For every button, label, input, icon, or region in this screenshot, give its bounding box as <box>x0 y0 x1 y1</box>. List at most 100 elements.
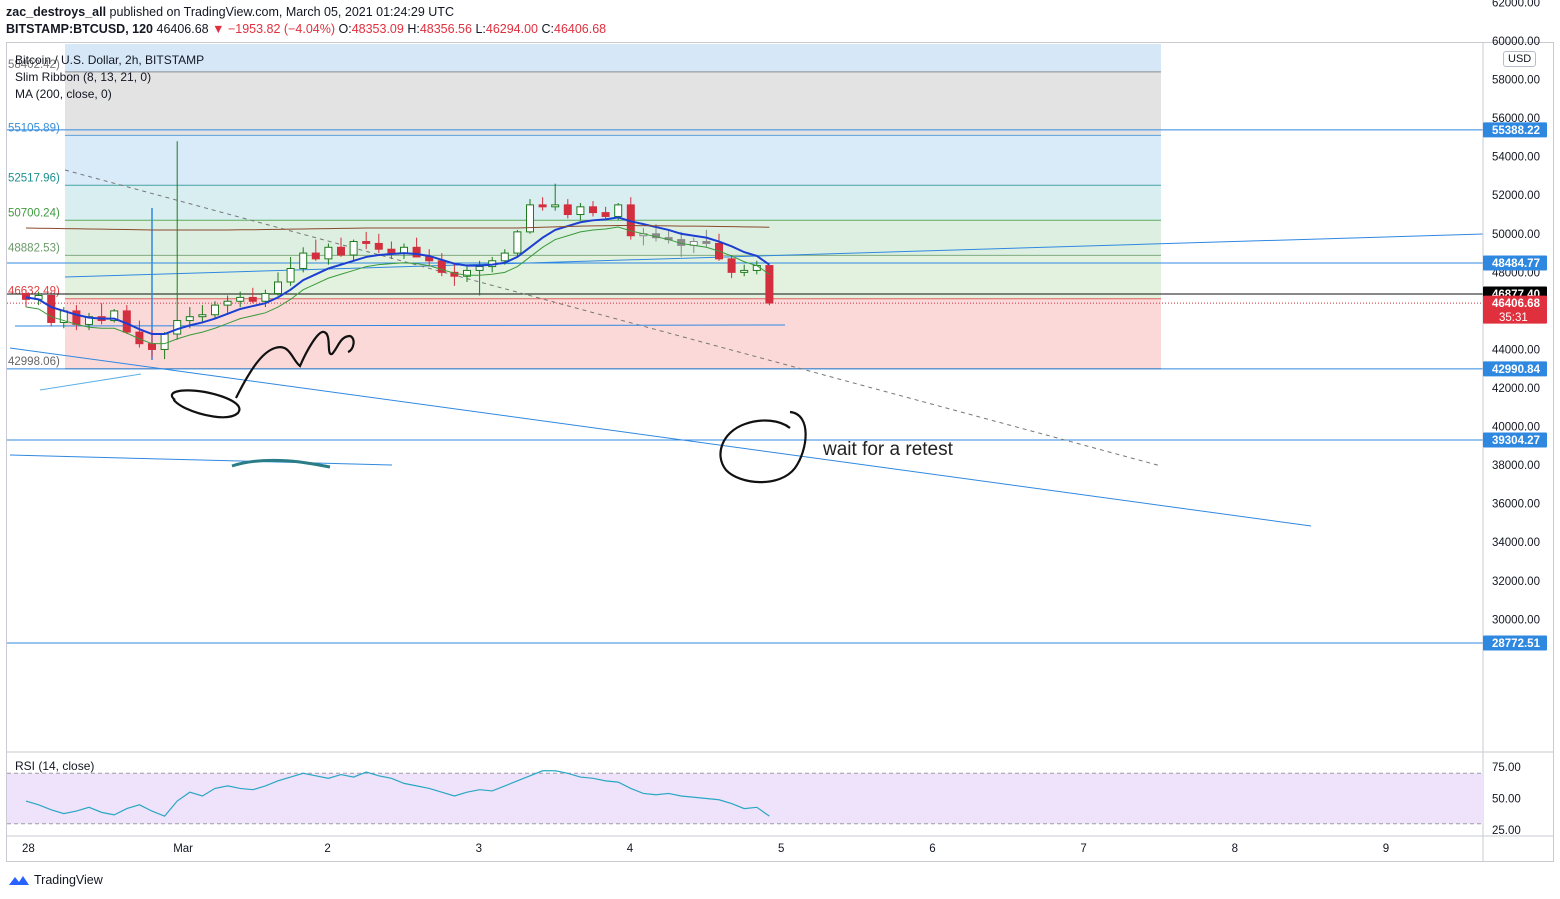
close-label: C: <box>541 22 555 36</box>
rsi-legend[interactable]: RSI (14, close) <box>15 759 95 773</box>
tradingview-logo-icon <box>9 876 29 885</box>
candle-body <box>576 206 585 216</box>
price-tick-label: 56000.00 <box>1492 113 1540 125</box>
open-label: O: <box>338 22 352 36</box>
handdrawn-underline <box>231 458 331 469</box>
candle-body <box>22 293 30 300</box>
handdrawn-loop <box>170 389 241 419</box>
candle-body <box>538 204 547 208</box>
author-name[interactable]: zac_destroys_all <box>6 5 107 19</box>
price-tick-label: 58000.00 <box>1492 75 1540 87</box>
symbol-legend[interactable]: Bitcoin / U.S. Dollar, 2h, BITSTAMP <box>15 53 205 67</box>
time-tick-label: 4 <box>627 843 634 855</box>
price-tick-label: 50000.00 <box>1492 229 1540 241</box>
brand-name: TradingView <box>34 873 103 887</box>
candle-body <box>551 204 560 208</box>
rsi-tick-label: 75.00 <box>1492 762 1521 774</box>
price-tick-label: 52000.00 <box>1492 190 1540 202</box>
price-tick-label: 30000.00 <box>1492 614 1540 626</box>
candle-body <box>752 265 761 271</box>
price-change: ▼ −1953.82 (−4.04%) <box>212 22 335 36</box>
fib-level-label: 50700.24) <box>8 207 60 219</box>
candle-body <box>589 206 597 214</box>
candle-body <box>110 310 119 322</box>
time-tick-label: 8 <box>1232 843 1238 855</box>
candle-body <box>475 266 484 271</box>
fib-zone <box>65 71 1161 136</box>
time-tick-label: 5 <box>778 843 784 855</box>
price-tag <box>1483 255 1547 271</box>
candle-body <box>236 296 245 302</box>
candle-body <box>324 246 333 260</box>
candle-body <box>248 296 257 302</box>
base-line <box>9 454 393 466</box>
fib-zone <box>65 135 1161 186</box>
symbol-ohlc-line: BITSTAMP:BTCUSD, 120 46406.68 ▼ −1953.82… <box>6 22 606 36</box>
fib-zone <box>65 298 1161 369</box>
time-tick-label: 9 <box>1383 843 1389 855</box>
candle-body <box>412 246 421 258</box>
candle-body <box>148 343 156 350</box>
handdrawn-wave <box>235 330 355 399</box>
lower-trendline <box>9 347 1312 527</box>
upper-trendline <box>64 233 1484 278</box>
candle-body <box>160 333 169 350</box>
price-tag <box>1483 122 1547 138</box>
fib-level-label: 58402.42) <box>8 59 60 71</box>
candle-body <box>601 212 610 217</box>
time-tick-label: 28 <box>22 843 35 855</box>
candle-body <box>349 241 358 256</box>
candle-body <box>614 204 623 217</box>
price-tick-label: 42000.00 <box>1492 383 1540 395</box>
chart-frame <box>6 42 1554 862</box>
candle-body <box>47 294 56 323</box>
candle-body <box>274 281 282 295</box>
symbol: BITSTAMP:BTCUSD, 120 <box>6 22 154 36</box>
ribbon-slow-line <box>25 226 770 345</box>
candle-body <box>286 267 295 283</box>
ribbon-legend[interactable]: Slim Ribbon (8, 13, 21, 0) <box>15 70 152 84</box>
price-tick-label: 60000.00 <box>1492 36 1540 48</box>
price-tag-label: 39304.27 <box>1492 435 1540 447</box>
footer-brand[interactable]: TradingView <box>8 873 103 887</box>
candle-body <box>463 269 471 277</box>
fib-level-label: 55105.89) <box>8 122 60 134</box>
annotation-text: wait for a retest <box>822 439 954 460</box>
candle-body <box>198 314 207 318</box>
price-tick-label: 62000.00 <box>1492 0 1540 9</box>
published-text: published on TradingView.com, March 05, … <box>109 5 454 19</box>
last-price: 46406.68 <box>156 22 209 36</box>
candle-body <box>374 242 383 250</box>
candle-body <box>740 269 749 273</box>
candle-body <box>513 231 522 254</box>
currency-button[interactable]: USD <box>1503 51 1537 67</box>
ribbon-line <box>25 216 770 336</box>
publish-info: zac_destroys_all published on TradingVie… <box>6 5 454 19</box>
fib-level-label: 42998.06) <box>8 356 60 368</box>
close-value: 46406.68 <box>554 22 607 36</box>
high-value: 48356.56 <box>419 22 472 36</box>
fib-level-label: 52517.96) <box>8 172 60 184</box>
price-tag-label: 48484.77 <box>1492 258 1540 270</box>
open-value: 48353.09 <box>351 22 404 36</box>
price-countdown: 35:31 <box>1499 312 1528 324</box>
candle-body <box>223 300 232 306</box>
price-tick-label: 34000.00 <box>1492 537 1540 549</box>
ma-legend[interactable]: MA (200, close, 0) <box>15 87 112 101</box>
ma-line <box>25 225 770 231</box>
price-tick-label: 36000.00 <box>1492 499 1540 511</box>
candle-body <box>526 204 534 233</box>
price-tag <box>1483 635 1547 651</box>
price-tick-label: 40000.00 <box>1492 422 1540 434</box>
candle-body <box>185 316 194 322</box>
rsi-band-fill <box>7 773 1483 824</box>
candle-body <box>311 252 320 260</box>
candle-body <box>337 246 345 256</box>
price-tag-label: 28772.51 <box>1492 638 1541 650</box>
price-tick-label: 44000.00 <box>1492 344 1540 356</box>
high-label: H: <box>407 22 420 36</box>
price-tag <box>1483 432 1547 448</box>
rsi-line <box>25 770 770 817</box>
low-value: 46294.00 <box>485 22 539 36</box>
